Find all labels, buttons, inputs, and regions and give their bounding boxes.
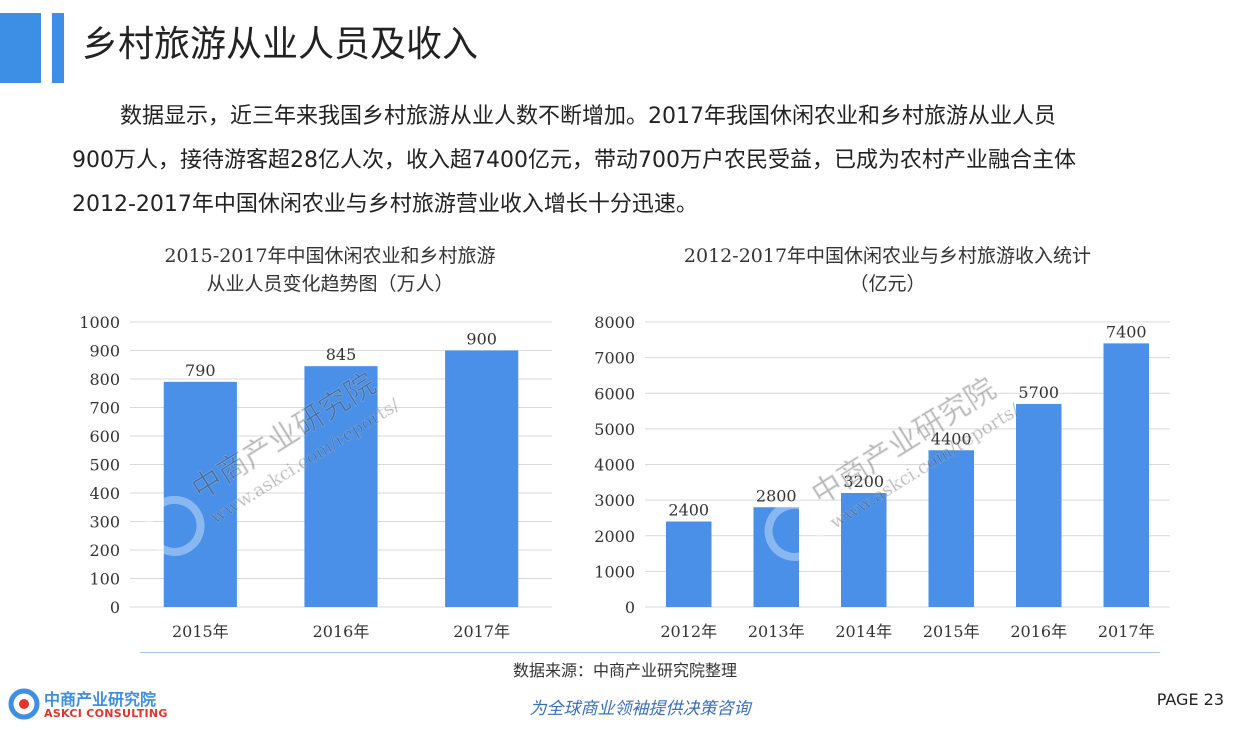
chart-1-data-label: 790 bbox=[185, 361, 216, 380]
body-line-2: 900万人，接待游客超28亿人次，收入超7400亿元，带动700万户农民受益，已… bbox=[72, 148, 1076, 173]
chart-1-title-line2: 从业人员变化趋势图（万人） bbox=[206, 273, 454, 295]
chart-1-xtick-label: 2015年 bbox=[172, 622, 229, 641]
chart-2-revenue: 0 1000 2000 3000 4000 5000 6000 7000 8000 2400 201… bbox=[594, 313, 1170, 641]
chart-2-ytick-label: 6000 bbox=[594, 384, 635, 403]
page-number: PAGE 23 bbox=[1156, 690, 1224, 709]
chart-1-data-label: 845 bbox=[326, 345, 357, 364]
chart-2-data-label: 4400 bbox=[931, 429, 972, 448]
data-source: 数据来源：中商产业研究院整理 bbox=[512, 661, 737, 680]
page-title: 乡村旅游从业人员及收入 bbox=[82, 24, 479, 65]
chart-2-data-label: 2400 bbox=[668, 501, 709, 520]
chart-1-ytick-label: 0 bbox=[110, 598, 120, 617]
chart-2-bar bbox=[1103, 343, 1149, 607]
chart-2-data-label: 5700 bbox=[1018, 383, 1059, 402]
body-line-1: 数据显示，近三年来我国乡村旅游从业人数不断增加。2017年我国休闲农业和乡村旅游… bbox=[120, 104, 1056, 129]
chart-2-xtick-label: 2015年 bbox=[923, 622, 980, 641]
chart-1-ytick-label: 1000 bbox=[79, 313, 120, 332]
body-line-3: 2012-2017年中国休闲农业与乡村旅游营业收入增长十分迅速。 bbox=[72, 192, 698, 217]
chart-1-ytick-label: 100 bbox=[89, 570, 120, 589]
chart-1-bar bbox=[304, 366, 378, 607]
chart-2-title: 2012-2017年中国休闲农业与乡村旅游收入统计 （亿元） bbox=[610, 242, 1165, 298]
logo-name-en: ASKCI CONSULTING bbox=[44, 707, 168, 720]
chart-2-ytick-label: 1000 bbox=[594, 562, 635, 581]
chart-1-title: 2015-2017年中国休闲农业和乡村旅游 从业人员变化趋势图（万人） bbox=[110, 242, 550, 298]
chart-2-xtick-label: 2014年 bbox=[835, 622, 892, 641]
chart-1-ytick-label: 300 bbox=[89, 513, 120, 532]
chart-1-bar bbox=[163, 381, 237, 607]
body-paragraph: 数据显示，近三年来我国乡村旅游从业人数不断增加。2017年我国休闲农业和乡村旅游… bbox=[72, 95, 1192, 227]
chart-2-data-label: 2800 bbox=[756, 486, 797, 505]
chart-1-ytick-label: 400 bbox=[89, 484, 120, 503]
chart-2-bar bbox=[1016, 403, 1062, 607]
header-accent-bar-thin bbox=[52, 13, 64, 83]
logo-name-cn: 中商产业研究院 bbox=[44, 690, 157, 709]
chart-2-xtick-label: 2017年 bbox=[1098, 622, 1155, 641]
chart-1-ytick-label: 800 bbox=[89, 370, 120, 389]
chart-1-ytick-label: 700 bbox=[89, 399, 120, 418]
chart-2-data-label: 3200 bbox=[843, 472, 884, 491]
watermark-logo-icon bbox=[144, 495, 205, 556]
header-accent-bar bbox=[0, 13, 41, 83]
chart-2-ytick-label: 7000 bbox=[594, 349, 635, 368]
chart-2-ytick-label: 3000 bbox=[594, 491, 635, 510]
chart-1-bar bbox=[445, 350, 519, 607]
footer-tagline: 为全球商业领袖提供决策咨询 bbox=[529, 699, 751, 719]
chart-2-ytick-label: 4000 bbox=[594, 456, 635, 475]
chart-2-xtick-label: 2013年 bbox=[748, 622, 805, 641]
chart-2-title-line2: （亿元） bbox=[849, 273, 926, 295]
chart-1-ytick-label: 600 bbox=[89, 427, 120, 446]
chart-2-bar bbox=[753, 507, 799, 607]
chart-1-title-line1: 2015-2017年中国休闲农业和乡村旅游 bbox=[164, 245, 496, 267]
chart-2-title-line1: 2012-2017年中国休闲农业与乡村旅游收入统计 bbox=[683, 245, 1092, 267]
chart-2-xtick-label: 2016年 bbox=[1010, 622, 1067, 641]
chart-2-xtick-label: 2012年 bbox=[660, 622, 717, 641]
footer-divider bbox=[140, 652, 1160, 653]
company-logo: 中商产业研究院 ASKCI CONSULTING bbox=[8, 686, 183, 726]
chart-2-ytick-label: 2000 bbox=[594, 527, 635, 546]
chart-1-ytick-label: 200 bbox=[89, 541, 120, 560]
chart-2-bar bbox=[928, 450, 974, 607]
chart-1-xtick-label: 2017年 bbox=[453, 622, 510, 641]
watermark-logo-icon bbox=[764, 500, 825, 561]
logo-mark-icon bbox=[8, 688, 40, 720]
chart-1-employees: 0 100 200 300 400 500 600 700 800 900 1000 790 2015年… bbox=[79, 313, 552, 641]
chart-2-bar bbox=[666, 521, 712, 607]
chart-2-ytick-label: 0 bbox=[625, 598, 635, 617]
chart-1-data-label: 900 bbox=[466, 330, 497, 349]
chart-2-ytick-label: 5000 bbox=[594, 420, 635, 439]
chart-2-data-label: 7400 bbox=[1106, 322, 1147, 341]
chart-1-xtick-label: 2016年 bbox=[313, 622, 370, 641]
chart-2-ytick-label: 8000 bbox=[594, 313, 635, 332]
chart-2-bar bbox=[841, 493, 887, 607]
chart-1-ytick-label: 900 bbox=[89, 342, 120, 361]
chart-1-ytick-label: 500 bbox=[89, 456, 120, 475]
